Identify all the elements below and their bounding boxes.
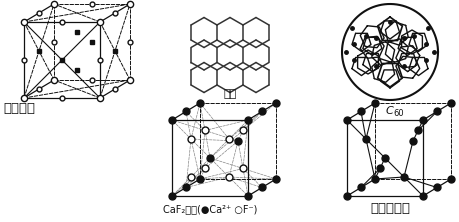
Text: 金刚石晶胞: 金刚石晶胞 bbox=[369, 202, 409, 215]
Text: C: C bbox=[385, 106, 393, 116]
Text: 干冰晶胞: 干冰晶胞 bbox=[3, 102, 35, 115]
Text: 60: 60 bbox=[392, 109, 403, 118]
Text: CaF₂晶胞(●Ca²⁺ ○F⁻): CaF₂晶胞(●Ca²⁺ ○F⁻) bbox=[162, 204, 257, 214]
Text: 石墨: 石墨 bbox=[223, 89, 236, 99]
